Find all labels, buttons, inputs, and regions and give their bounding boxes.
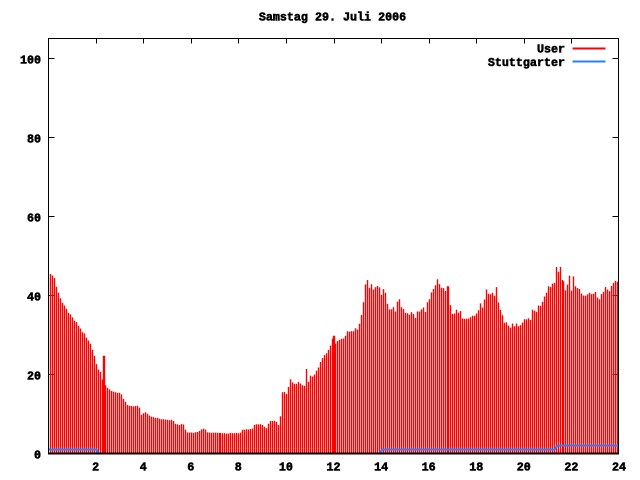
svg-text:100: 100 [20,53,41,67]
svg-text:0: 0 [34,448,41,462]
svg-text:12: 12 [326,461,340,475]
svg-text:User: User [537,43,565,57]
svg-text:18: 18 [469,461,483,475]
svg-text:22: 22 [564,461,578,475]
svg-text:Samstag 29. Juli 2006: Samstag 29. Juli 2006 [259,10,406,24]
svg-text:20: 20 [517,461,531,475]
svg-text:8: 8 [235,461,242,475]
svg-text:4: 4 [140,461,147,475]
svg-text:24: 24 [612,461,626,475]
svg-text:80: 80 [27,132,41,146]
svg-text:Stuttgarter: Stuttgarter [488,56,565,70]
svg-text:40: 40 [27,290,41,304]
svg-text:20: 20 [27,369,41,383]
svg-text:60: 60 [27,211,41,225]
svg-text:10: 10 [279,461,293,475]
svg-text:6: 6 [187,461,194,475]
svg-text:14: 14 [374,461,388,475]
svg-text:16: 16 [422,461,436,475]
svg-text:2: 2 [92,461,99,475]
